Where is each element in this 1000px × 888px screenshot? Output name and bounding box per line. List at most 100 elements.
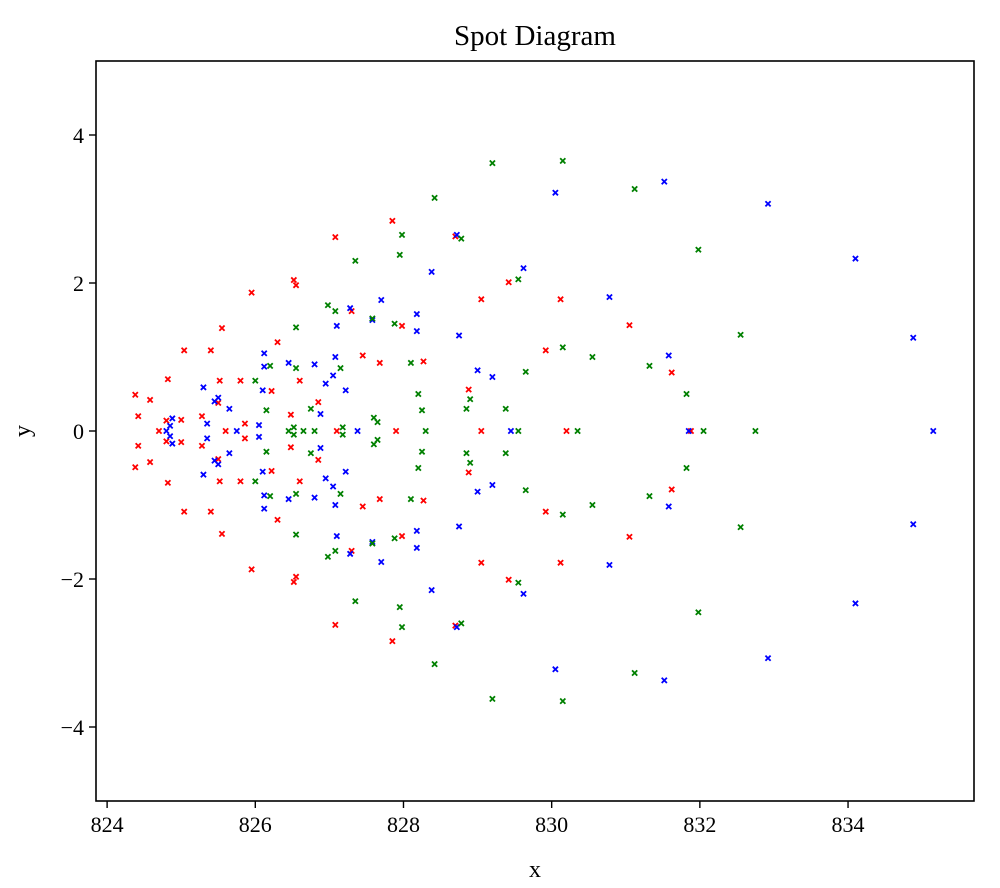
data-point	[203, 435, 211, 442]
data-point	[315, 456, 322, 464]
data-point	[292, 531, 300, 538]
data-point	[292, 281, 300, 289]
data-point	[292, 573, 300, 581]
data-point	[376, 359, 384, 367]
data-point	[134, 442, 142, 450]
data-point	[668, 486, 675, 493]
data-point	[290, 276, 298, 284]
data-point	[324, 301, 332, 309]
data-point	[466, 459, 474, 467]
data-point	[665, 352, 672, 359]
data-point	[329, 372, 337, 379]
x-tick-label: 834	[832, 812, 865, 837]
data-point	[163, 427, 170, 435]
x-tick-label: 826	[239, 812, 272, 837]
data-point	[337, 364, 344, 372]
data-point	[369, 538, 376, 546]
data-point	[317, 444, 324, 452]
data-point	[552, 666, 559, 673]
data-point	[216, 478, 223, 485]
data-point	[260, 492, 268, 499]
data-point	[559, 157, 567, 165]
data-point	[668, 369, 675, 376]
data-point	[574, 427, 581, 435]
data-point	[255, 433, 263, 441]
data-point	[685, 427, 692, 435]
data-point	[589, 501, 596, 509]
data-point	[134, 412, 142, 420]
data-point	[489, 695, 496, 703]
data-point	[164, 375, 172, 383]
data-point	[292, 324, 300, 331]
data-point	[332, 307, 339, 315]
data-point	[737, 331, 744, 339]
data-point	[237, 478, 244, 485]
data-point	[339, 431, 346, 438]
data-point	[198, 442, 206, 450]
data-point	[322, 475, 329, 482]
data-point	[606, 561, 613, 569]
data-point	[389, 637, 396, 645]
data-point	[455, 332, 463, 339]
data-point	[465, 386, 472, 393]
data-point	[337, 490, 344, 498]
x-tick-label: 828	[387, 812, 420, 837]
data-point	[398, 322, 406, 330]
x-tick-label: 824	[91, 812, 124, 837]
data-point	[463, 405, 470, 413]
data-point	[315, 398, 322, 406]
data-point	[169, 415, 176, 422]
data-point	[332, 233, 339, 241]
data-point	[311, 494, 318, 501]
data-point	[329, 483, 337, 490]
data-point	[852, 255, 859, 262]
data-point	[376, 495, 384, 503]
data-point	[852, 600, 859, 607]
data-point	[259, 468, 266, 475]
data-point	[398, 623, 406, 631]
data-point	[339, 424, 346, 431]
data-point	[285, 427, 292, 435]
data-point	[290, 424, 298, 431]
data-point	[695, 609, 702, 616]
data-point	[146, 396, 154, 404]
data-point	[198, 412, 206, 420]
data-point	[132, 391, 139, 398]
data-point	[226, 405, 233, 413]
data-point	[332, 501, 339, 509]
data-point	[322, 380, 329, 387]
y-tick-label: −4	[61, 715, 84, 740]
data-point	[342, 387, 349, 394]
data-point	[463, 449, 470, 457]
data-point	[218, 324, 226, 332]
data-point	[910, 521, 917, 528]
data-point	[324, 553, 332, 561]
data-point	[559, 697, 567, 705]
data-point	[420, 358, 427, 365]
data-point	[557, 296, 564, 303]
data-point	[333, 322, 341, 330]
data-point	[466, 395, 474, 403]
data-point	[626, 533, 633, 541]
data-point	[248, 289, 255, 296]
data-point	[520, 590, 527, 598]
data-point	[296, 478, 303, 485]
data-point	[396, 603, 404, 611]
data-point	[215, 394, 222, 401]
data-point	[200, 471, 207, 478]
data-point	[415, 390, 422, 398]
data-point	[237, 377, 244, 384]
data-point	[146, 458, 154, 466]
x-axis-label: x	[529, 857, 541, 883]
data-point	[764, 200, 772, 208]
data-point	[180, 347, 188, 354]
data-point	[292, 490, 300, 498]
data-point	[177, 438, 185, 446]
data-point	[207, 508, 215, 515]
data-point	[166, 422, 174, 430]
data-point	[505, 576, 512, 583]
data-point	[311, 427, 318, 435]
data-point	[398, 231, 406, 239]
chart-title: Spot Diagram	[454, 20, 616, 52]
